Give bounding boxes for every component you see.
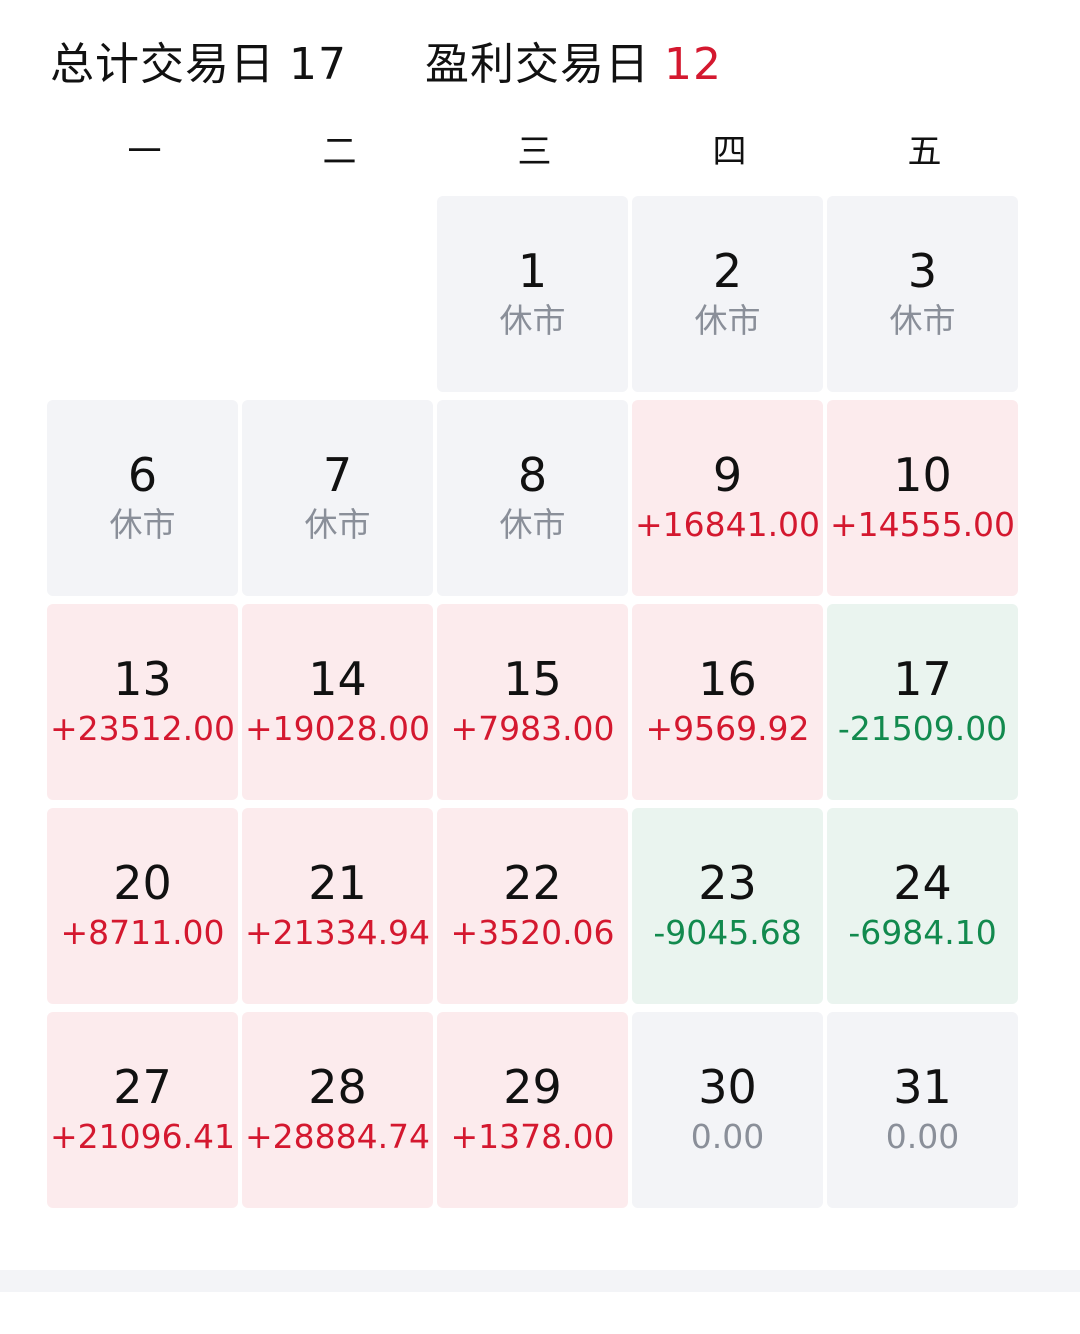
calendar-day-cell[interactable]: 10 +14555.00 <box>827 400 1018 596</box>
calendar-day-number: 8 <box>517 448 548 502</box>
calendar-day-number: 20 <box>113 856 172 910</box>
calendar-day-pnl: +1378.00 <box>450 1117 615 1156</box>
calendar-day-cell[interactable]: 14 +19028.00 <box>242 604 433 800</box>
calendar-day-cell[interactable]: 20 +8711.00 <box>47 808 238 1004</box>
calendar-day-number: 2 <box>712 244 743 298</box>
calendar-day-number: 14 <box>308 652 367 706</box>
calendar-day-cell[interactable]: 29 +1378.00 <box>437 1012 628 1208</box>
calendar-day-pnl: -21509.00 <box>837 709 1008 748</box>
calendar-day-pnl: +23512.00 <box>49 709 236 748</box>
weekday-fri: 五 <box>907 132 942 172</box>
pnl-calendar-grid: 1 休市 2 休市 3 休市 6 休市 7 休市 8 休市 9 +16841.00 10 +14555.00 1… <box>47 196 1022 1208</box>
calendar-day-number: 7 <box>322 448 353 502</box>
calendar-day-number: 10 <box>893 448 952 502</box>
calendar-day-cell[interactable]: 13 +23512.00 <box>47 604 238 800</box>
calendar-day-pnl: +21334.94 <box>244 913 431 952</box>
total-trading-days-value: 17 <box>289 39 347 90</box>
weekday-thu: 四 <box>712 132 747 172</box>
calendar-day-cell[interactable]: 9 +16841.00 <box>632 400 823 596</box>
calendar-day-number: 16 <box>698 652 757 706</box>
calendar-day-number: 13 <box>113 652 172 706</box>
weekday-wed: 三 <box>517 132 552 172</box>
calendar-day-pnl: +19028.00 <box>244 709 431 748</box>
calendar-day-pnl: -6984.10 <box>848 913 997 952</box>
calendar-day-pnl: 休市 <box>499 505 566 544</box>
calendar-day-pnl: 0.00 <box>885 1117 960 1156</box>
calendar-day-number: 28 <box>308 1060 367 1114</box>
calendar-day-cell[interactable]: 31 0.00 <box>827 1012 1018 1208</box>
calendar-day-number: 23 <box>698 856 757 910</box>
calendar-day-number: 3 <box>907 244 938 298</box>
calendar-day-cell[interactable]: 17 -21509.00 <box>827 604 1018 800</box>
calendar-empty-cell <box>242 196 433 392</box>
calendar-day-number: 31 <box>893 1060 952 1114</box>
calendar-day-cell[interactable]: 7 休市 <box>242 400 433 596</box>
calendar-day-cell[interactable]: 15 +7983.00 <box>437 604 628 800</box>
calendar-day-cell[interactable]: 16 +9569.92 <box>632 604 823 800</box>
calendar-day-pnl: 休市 <box>499 301 566 340</box>
calendar-day-pnl: 休市 <box>694 301 761 340</box>
total-trading-days: 总计交易日 17 <box>50 28 347 92</box>
profit-trading-days-label: 盈利交易日 <box>425 39 650 90</box>
weekday-mon: 一 <box>127 132 162 172</box>
bottom-divider <box>0 1270 1080 1292</box>
calendar-day-pnl: +7983.00 <box>450 709 615 748</box>
weekday-tue: 二 <box>322 132 357 172</box>
calendar-day-cell[interactable]: 27 +21096.41 <box>47 1012 238 1208</box>
calendar-day-cell[interactable]: 22 +3520.06 <box>437 808 628 1004</box>
calendar-day-number: 30 <box>698 1060 757 1114</box>
calendar-day-cell[interactable]: 2 休市 <box>632 196 823 392</box>
calendar-day-number: 15 <box>503 652 562 706</box>
profit-trading-days: 盈利交易日 12 <box>425 28 722 92</box>
calendar-day-number: 22 <box>503 856 562 910</box>
calendar-day-pnl: 休市 <box>304 505 371 544</box>
calendar-day-pnl: 休市 <box>109 505 176 544</box>
weekday-header: 一 二 三 四 五 <box>47 130 1022 174</box>
calendar-day-cell[interactable]: 8 休市 <box>437 400 628 596</box>
calendar-day-pnl: 0.00 <box>690 1117 765 1156</box>
calendar-day-pnl: +16841.00 <box>634 505 821 544</box>
calendar-day-number: 21 <box>308 856 367 910</box>
calendar-day-pnl: +14555.00 <box>829 505 1016 544</box>
calendar-day-number: 9 <box>712 448 743 502</box>
calendar-day-pnl: 休市 <box>889 301 956 340</box>
calendar-day-pnl: +9569.92 <box>645 709 810 748</box>
calendar-day-cell[interactable]: 23 -9045.68 <box>632 808 823 1004</box>
calendar-day-cell[interactable]: 1 休市 <box>437 196 628 392</box>
calendar-day-number: 27 <box>113 1060 172 1114</box>
total-trading-days-label: 总计交易日 <box>50 39 275 90</box>
calendar-day-number: 29 <box>503 1060 562 1114</box>
calendar-day-cell[interactable]: 21 +21334.94 <box>242 808 433 1004</box>
calendar-day-number: 17 <box>893 652 952 706</box>
calendar-day-cell[interactable]: 3 休市 <box>827 196 1018 392</box>
calendar-day-pnl: +8711.00 <box>60 913 225 952</box>
calendar-day-cell[interactable]: 28 +28884.74 <box>242 1012 433 1208</box>
calendar-day-cell[interactable]: 6 休市 <box>47 400 238 596</box>
calendar-day-pnl: +21096.41 <box>49 1117 236 1156</box>
calendar-day-number: 24 <box>893 856 952 910</box>
calendar-day-cell[interactable]: 30 0.00 <box>632 1012 823 1208</box>
calendar-day-pnl: +3520.06 <box>450 913 615 952</box>
calendar-day-number: 1 <box>517 244 548 298</box>
calendar-day-number: 6 <box>127 448 158 502</box>
calendar-day-pnl: +28884.74 <box>244 1117 431 1156</box>
calendar-day-pnl: -9045.68 <box>653 913 802 952</box>
summary-header: 总计交易日 17 盈利交易日 12 <box>50 28 722 92</box>
profit-trading-days-value: 12 <box>664 39 722 90</box>
calendar-empty-cell <box>47 196 238 392</box>
calendar-day-cell[interactable]: 24 -6984.10 <box>827 808 1018 1004</box>
